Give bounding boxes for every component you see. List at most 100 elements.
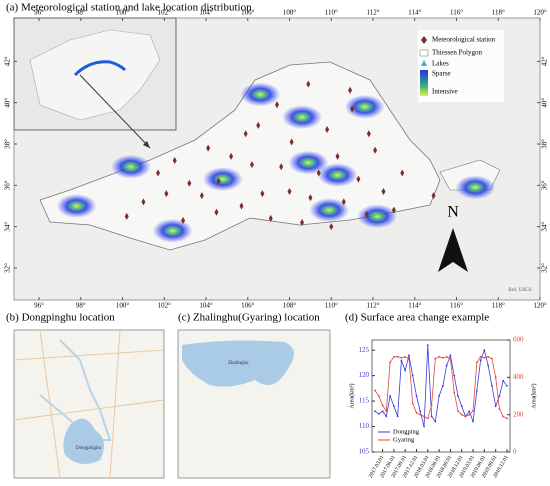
series-point [389,361,391,364]
series-point [475,361,478,364]
series-point [502,379,505,382]
lake-density [455,175,496,200]
series-point [445,355,448,358]
panel-c-lake-label: Zhalinghu [228,361,249,366]
north-arrow [438,228,468,272]
y2-tick-label: 200 [513,410,524,418]
north-label: N [447,204,459,221]
station [229,152,234,160]
lon-label-bottom: 106° [241,302,255,310]
lat-label-right: 36° [541,180,549,190]
lon-label-bottom: 116° [450,302,463,310]
station [260,190,265,198]
series-point [423,415,425,418]
y2-axis-title: Area(km²) [530,383,537,408]
series-point [377,412,380,415]
lat-label-left: 34° [4,222,12,232]
station [308,194,313,202]
lat-label-left: 40° [4,98,12,108]
lon-label-bottom: 108° [283,302,297,310]
station [199,192,204,200]
series-point [419,410,422,413]
y2-tick-label: 600 [513,336,524,344]
legend-lakes: Lakes [432,60,449,68]
series-point [381,410,384,413]
series-point [498,408,501,410]
panel-b-title: (b) Dongpinghu location [6,312,115,324]
series-line [374,345,508,427]
station [141,198,146,206]
series-point [494,405,497,408]
lon-label-top: 114° [408,9,421,17]
legend-sparse: Sparse [432,70,451,78]
panel-b-lake-label: Dongpinghu [76,446,102,451]
lon-label-bottom: 104° [199,302,213,310]
lon-label-bottom: 118° [492,302,505,310]
series-point [430,404,433,407]
series-point [408,354,410,357]
y-tick-label: 125 [359,346,370,354]
lon-label-top: 116° [450,9,463,17]
station [164,190,169,198]
series-point [506,384,508,387]
series-point [400,359,403,362]
station [279,163,284,171]
station [348,86,353,94]
credit: Esri, USGS [508,288,532,293]
station [329,223,334,231]
lon-label-top: 120° [533,9,547,17]
series-point [475,390,478,392]
lon-label-top: 100° [116,9,130,17]
series-point [479,359,482,362]
series-point [502,415,505,418]
series-point [491,384,493,387]
lon-label-bottom: 98° [76,302,86,310]
y-tick-label: 105 [359,448,370,456]
legend-polygon: Thiessen Polygon [432,49,482,57]
lat-label-left: 36° [4,180,12,190]
series-point [483,356,486,359]
station [364,210,369,218]
station [124,212,129,220]
lon-label-top: 98° [76,9,86,17]
legend-label: Dongping [393,428,420,435]
station [187,179,192,187]
series-point [460,405,463,408]
series-point [396,415,399,418]
station [431,192,436,200]
station [172,157,177,165]
lat-label-right: 34° [541,222,549,232]
legend-polygon-icon [419,49,429,57]
inset-arrow [79,74,151,149]
station [400,169,405,177]
station [350,105,355,113]
station [325,126,330,134]
series-point [441,384,444,387]
legend-station-icon [421,36,427,44]
legend-station: Meteorological station [432,36,496,44]
series-point [426,344,429,346]
roads [13,329,165,479]
series-point [381,404,384,407]
station [391,206,396,214]
lake-density [282,105,323,130]
series-point [464,415,467,418]
lon-label-top: 106° [241,9,255,17]
series-point [419,413,422,416]
series-point [430,415,433,418]
station [300,219,305,227]
lon-label-bottom: 110° [325,302,338,310]
series-point [400,356,403,359]
zhaling-lake [182,340,294,387]
series-point [396,355,399,358]
station [214,208,219,216]
station [249,161,254,169]
y-tick-label: 115 [359,397,370,405]
series-point [392,405,395,408]
plot-frame [371,339,511,453]
series-point [434,357,437,360]
series-point [449,357,452,360]
station [243,130,248,138]
series-point [453,391,456,394]
